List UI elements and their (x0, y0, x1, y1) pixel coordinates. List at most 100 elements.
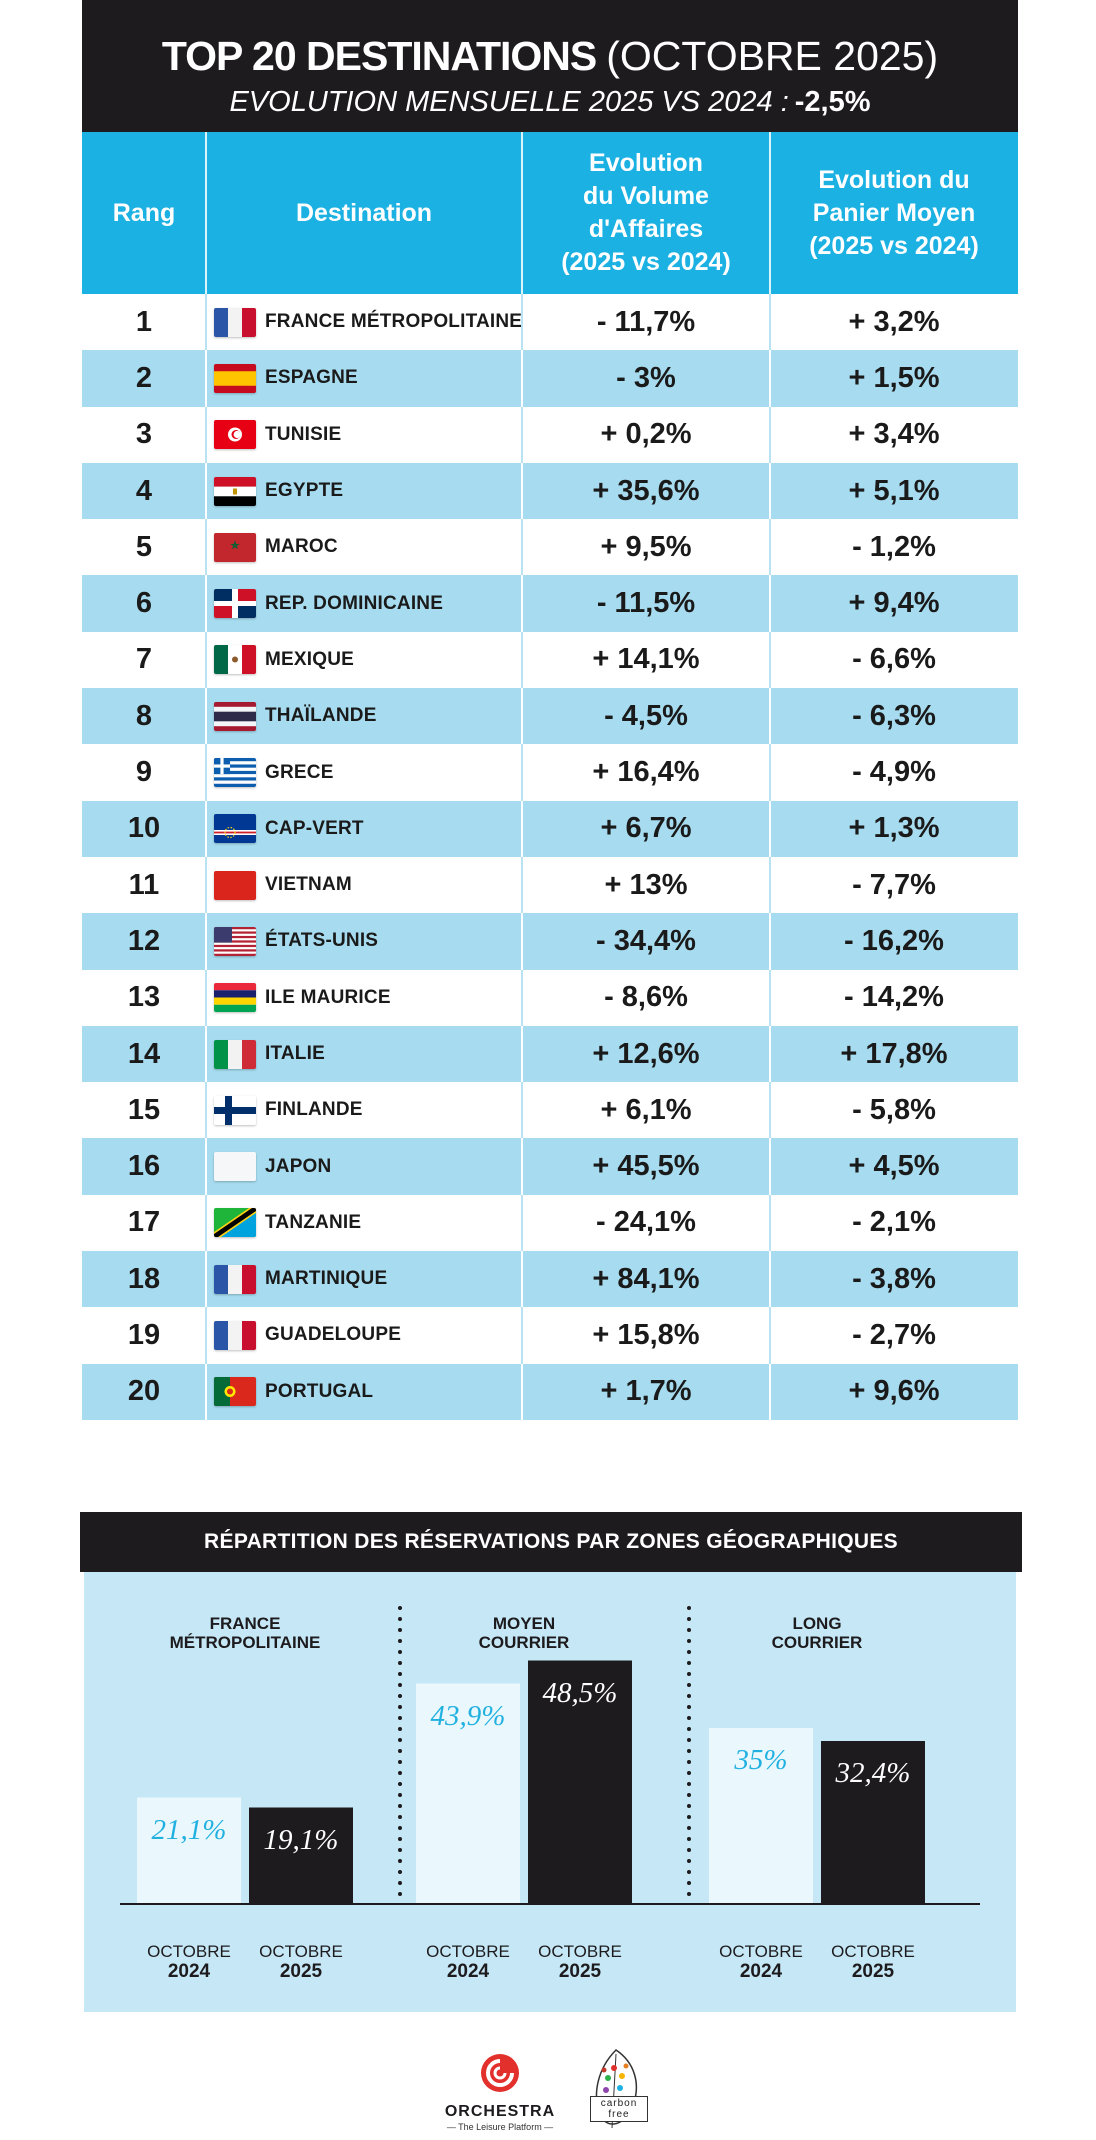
column-divider (769, 913, 771, 970)
destination-cell: TUNISIE (214, 407, 522, 463)
panier-cell: - 7,7% (852, 868, 936, 901)
destination-name: REP. DOMINICAINE (265, 592, 444, 614)
column-divider (521, 913, 523, 970)
column-divider (205, 1138, 207, 1195)
column-divider (521, 856, 523, 914)
panier-cell: - 3,8% (852, 1262, 936, 1295)
column-divider (521, 1082, 523, 1139)
bar (821, 1741, 925, 1903)
martinique-flag-icon (214, 1264, 256, 1294)
destination-name: MARTINIQUE (265, 1268, 388, 1290)
table-row: 10 CAP-VERT + 6,7% + 1,3% (82, 800, 1018, 857)
column-divider (769, 294, 771, 351)
column-divider (521, 1307, 523, 1364)
destination-cell: ILE MAURICE (214, 970, 522, 1026)
japan-flag-icon (214, 1152, 256, 1182)
rank-cell: 4 (135, 474, 153, 507)
spain-flag-icon (214, 363, 256, 393)
subtitle-value: -2,5% (794, 86, 871, 118)
volume-cell: - 34,4% (596, 924, 696, 957)
column-divider (205, 800, 207, 857)
volume-cell: + 13% (604, 868, 688, 901)
bar (137, 1797, 241, 1903)
zone-category-label-line: MÉTROPOLITAINE (169, 1633, 321, 1652)
volume-cell: + 35,6% (592, 474, 700, 507)
table-row: 2 ESPAGNE - 3% + 1,5% (82, 350, 1018, 407)
volume-cell: + 12,6% (592, 1037, 700, 1070)
period-month: OCTOBRE (147, 1942, 231, 1961)
column-divider (205, 856, 207, 914)
column-divider (769, 1251, 771, 1308)
period-label: OCTOBRE 2025 (813, 1942, 933, 1982)
period-label: OCTOBRE 2024 (129, 1942, 249, 1982)
subtitle-text: EVOLUTION MENSUELLE 2025 VS 2024 : (229, 86, 789, 118)
column-header-panier-line: Panier Moyen (812, 198, 976, 227)
volume-cell: - 11,5% (596, 587, 696, 620)
bar-value-label: 19,1% (263, 1823, 339, 1856)
guadeloupe-flag-icon (214, 1320, 256, 1350)
period-label: OCTOBRE 2025 (241, 1942, 361, 1982)
carbon-free-text: carbon free (590, 2096, 648, 2122)
column-divider (521, 969, 523, 1026)
column-header-volume-line: (2025 vs 2024) (561, 248, 731, 276)
volume-cell: + 45,5% (592, 1150, 700, 1183)
rank-cell: 9 (135, 756, 153, 789)
volume-cell: + 15,8% (592, 1318, 700, 1351)
volume-cell: + 0,2% (600, 418, 692, 451)
destination-name: THAÏLANDE (265, 705, 377, 727)
orchestra-mark-icon (481, 2054, 519, 2092)
period-year: 2025 (279, 1961, 323, 1982)
destination-cell: EGYPTE (214, 463, 522, 519)
destination-name: TANZANIE (265, 1211, 362, 1233)
column-divider (521, 575, 523, 632)
column-header-panier-line: (2025 vs 2024) (809, 231, 979, 260)
rank-cell: 19 (127, 1318, 161, 1351)
panier-cell: + 4,5% (848, 1150, 940, 1183)
footer: ORCHESTRA — The Leisure Platform — carbo… (0, 2040, 1096, 2140)
column-header-panier: Evolution du Panier Moyen (2025 vs 2024) (770, 132, 1018, 294)
volume-cell: + 16,4% (592, 756, 700, 789)
panier-cell: + 1,5% (848, 361, 940, 394)
destination-name: FRANCE MÉTROPOLITAINE (265, 311, 523, 333)
column-divider (205, 1082, 207, 1139)
destination-name: ÉTATS-UNIS (265, 930, 379, 952)
italy-flag-icon (214, 1039, 256, 1069)
volume-cell: + 1,7% (600, 1375, 692, 1408)
period-month: OCTOBRE (719, 1942, 803, 1961)
zone-category-label-line: COURRIER (771, 1633, 863, 1652)
destination-cell: THAÏLANDE (214, 688, 522, 744)
column-divider (521, 519, 523, 576)
volume-cell: - 11,7% (596, 305, 696, 338)
column-divider (521, 1363, 523, 1420)
destination-name: ITALIE (265, 1043, 325, 1064)
table-row: 15 FINLANDE + 6,1% - 5,8% (82, 1082, 1018, 1139)
destination-name: MAROC (265, 536, 338, 558)
column-divider (769, 800, 771, 857)
rank-cell: 10 (127, 812, 161, 845)
column-divider (769, 856, 771, 914)
bar-value-label: 21,1% (151, 1813, 227, 1846)
rank-cell: 2 (135, 361, 153, 394)
rank-cell: 6 (135, 587, 153, 620)
destination-cell: ITALIE (214, 1026, 522, 1082)
panier-cell: - 5,8% (852, 1093, 936, 1126)
finland-flag-icon (214, 1095, 256, 1125)
bar (528, 1660, 632, 1903)
period-month: OCTOBRE (831, 1942, 915, 1961)
column-divider (205, 631, 207, 689)
destination-cell: FINLANDE (214, 1082, 522, 1138)
page-header: TOP 20 DESTINATIONS (OCTOBRE 2025) EVOLUT… (82, 0, 1018, 132)
destination-cell: ESPAGNE (214, 350, 522, 406)
vietnam-flag-icon (214, 870, 256, 900)
column-divider (205, 913, 207, 970)
dominican-republic-flag-icon (214, 589, 256, 619)
panier-cell: - 14,2% (844, 981, 944, 1014)
zone-category-label: MOYEN COURRIER (404, 1614, 644, 1652)
bar-value-label: 48,5% (542, 1676, 618, 1709)
destination-name: ILE MAURICE (265, 986, 391, 1008)
zone-category-label-line: LONG (792, 1614, 842, 1633)
mauritius-flag-icon (214, 983, 256, 1013)
portugal-flag-icon (214, 1377, 256, 1407)
destination-name: PORTUGAL (265, 1380, 374, 1402)
panier-cell: + 9,6% (848, 1375, 940, 1408)
